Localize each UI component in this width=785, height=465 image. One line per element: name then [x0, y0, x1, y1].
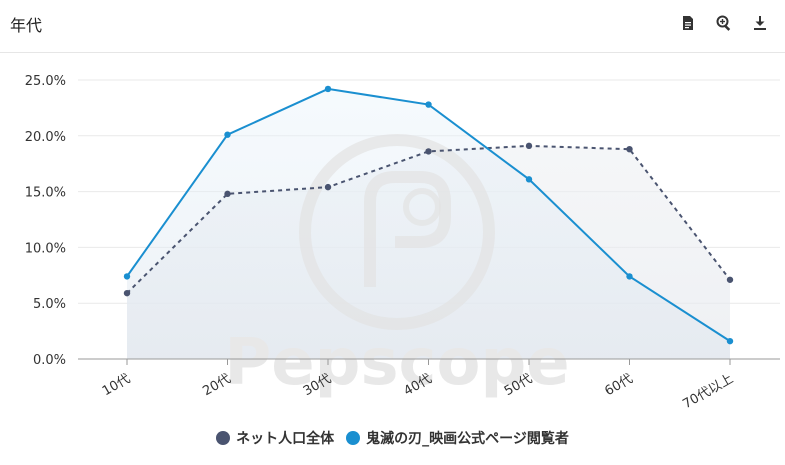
data-point [726, 337, 734, 345]
zoom-in-icon[interactable] [713, 12, 735, 34]
download-icon[interactable] [749, 12, 771, 34]
page-title: 年代 [10, 16, 43, 35]
x-tick-label: 10代 [100, 371, 133, 399]
watermark-text: Pepscope [224, 326, 569, 400]
data-point [324, 85, 332, 93]
data-point [123, 273, 131, 280]
data-point [626, 145, 633, 153]
data-point [525, 142, 533, 150]
y-tick-label: 10.0% [25, 241, 66, 256]
legend-swatch [346, 431, 361, 445]
legend-item-viewers[interactable]: 鬼滅の刃_映画公式ページ閲覧者 [346, 428, 569, 448]
y-tick-label: 25.0% [25, 74, 66, 89]
watermark-logo: Pepscope [224, 134, 570, 400]
data-point [626, 273, 633, 280]
data-point [525, 176, 533, 183]
line-chart: Pepscope 0.0% 5.0% 10.0% 15.0% 20.0% 25.0% 10代… [25, 74, 780, 412]
data-point [726, 276, 734, 283]
legend-item-overall[interactable]: ネット人口全体 [216, 428, 334, 448]
data-point [224, 131, 231, 138]
legend-label: 鬼滅の刃_映画公式ページ閲覧者 [366, 431, 569, 447]
x-tick-label: 70代以上 [680, 371, 736, 412]
legend-swatch [216, 431, 231, 445]
toolbar [677, 12, 771, 34]
y-tick-label: 5.0% [33, 297, 66, 312]
data-point [425, 148, 432, 155]
card-header: 年代 [0, 0, 785, 53]
data-point [425, 101, 432, 108]
y-tick-label: 20.0% [25, 130, 66, 145]
data-point [123, 289, 131, 297]
y-tick-label: 0.0% [33, 353, 66, 368]
data-point [224, 190, 231, 198]
y-tick-label: 15.0% [25, 186, 66, 201]
document-icon[interactable] [677, 12, 699, 34]
legend: ネット人口全体 鬼滅の刃_映画公式ページ閲覧者 [0, 428, 785, 448]
data-point [324, 183, 332, 191]
legend-label: ネット人口全体 [236, 431, 335, 447]
x-tick-label: 60代 [602, 371, 635, 399]
